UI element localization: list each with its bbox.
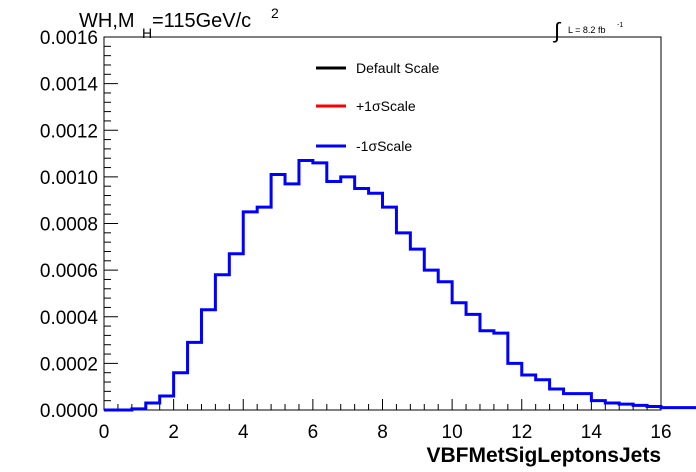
y-tick-label: 0.0004: [40, 308, 99, 329]
x-tick-label: 2: [168, 422, 179, 443]
x-tick-label: 6: [308, 422, 319, 443]
y-tick-label: 0.0014: [40, 75, 99, 96]
chart-title-superscript: 2: [271, 5, 279, 21]
y-tick-label: 0.0010: [40, 168, 98, 189]
axis-tick-labels: 0 2 4 6 8 10 12 14 16 0.0000 0.0002 0.0004 0.0006 0.0…: [40, 28, 672, 443]
lumi-superscript: -1: [617, 22, 623, 29]
y-tick-label: 0.0012: [40, 121, 98, 142]
lumi-text: L = 8.2 fb: [568, 25, 605, 35]
legend: Default Scale +1σScale -1σScale: [316, 60, 439, 154]
y-tick-label: 0.0008: [40, 215, 98, 236]
y-tick-label: 0.0016: [40, 28, 98, 49]
x-tick-label: 8: [377, 422, 388, 443]
x-tick-label: 12: [511, 422, 532, 443]
x-tick-label: 16: [650, 422, 671, 443]
y-tick-label: 0.0000: [40, 401, 98, 422]
chart-title-subscript: H: [142, 25, 152, 41]
lumi-integral: ∫: [552, 18, 562, 43]
x-tick-label: 10: [442, 422, 463, 443]
legend-label: Default Scale: [356, 60, 439, 76]
series-line: [104, 159, 696, 412]
y-tick-label: 0.0006: [40, 261, 98, 282]
legend-label: -1σScale: [356, 138, 412, 154]
x-tick-label: 0: [99, 422, 110, 443]
x-tick-label: 4: [238, 422, 249, 443]
x-axis-label: VBFMetSigLeptonsJets: [426, 444, 661, 467]
chart-title-prefix: WH,M: [79, 10, 135, 32]
series-layer: [104, 159, 696, 412]
x-tick-label: 14: [581, 422, 603, 443]
chart-title-suffix: =115GeV/c: [152, 10, 251, 32]
legend-label: +1σScale: [356, 98, 416, 114]
y-tick-label: 0.0002: [40, 354, 98, 375]
